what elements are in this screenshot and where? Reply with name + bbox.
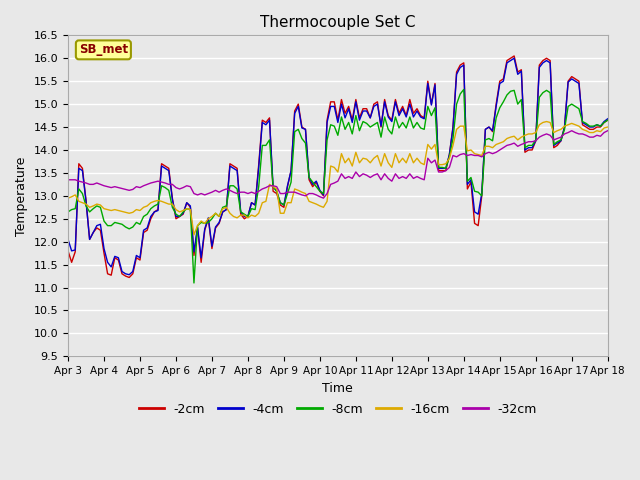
Legend: -2cm, -4cm, -8cm, -16cm, -32cm: -2cm, -4cm, -8cm, -16cm, -32cm bbox=[134, 398, 542, 420]
Y-axis label: Temperature: Temperature bbox=[15, 156, 28, 236]
Text: SB_met: SB_met bbox=[79, 43, 128, 56]
X-axis label: Time: Time bbox=[323, 382, 353, 395]
Title: Thermocouple Set C: Thermocouple Set C bbox=[260, 15, 415, 30]
